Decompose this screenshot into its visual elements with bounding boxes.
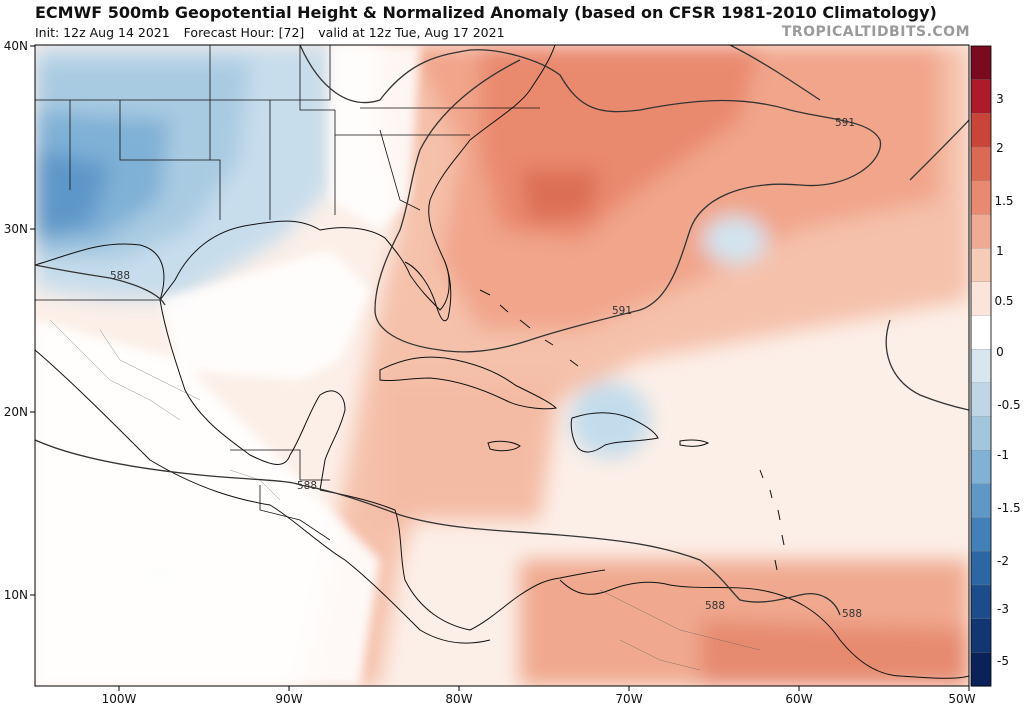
- colorbar-swatch: [970, 113, 992, 148]
- lat-tick-label: 20N: [4, 405, 28, 419]
- contour-label: 591: [612, 305, 632, 317]
- lon-tick-label: 80W: [445, 692, 472, 706]
- forecast-hour: Forecast Hour: [72]: [183, 25, 305, 40]
- contour-label: 588: [297, 480, 317, 492]
- colorbar-label: 3: [996, 92, 1004, 106]
- colorbar-label: -2: [997, 554, 1009, 568]
- colorbar-swatch: [970, 214, 992, 249]
- colorbar-swatch: [970, 382, 992, 418]
- colorbar-swatch: [970, 483, 992, 519]
- colorbar-label: -3: [997, 602, 1009, 616]
- contour-label: 588: [705, 600, 725, 612]
- colorbar-label: 0.5: [994, 294, 1013, 308]
- colorbar-labels: 3 2 1.5 1 0.5 0 -0.5 -1 -1.5 -2 -3 -5: [994, 92, 1020, 668]
- colorbar-label: 1.5: [994, 194, 1013, 208]
- colorbar-frame: [970, 45, 992, 687]
- contour-label: 591: [835, 117, 855, 129]
- colorbar-swatch: [970, 450, 992, 485]
- lat-tick-label: 10N: [4, 588, 28, 602]
- map-subtitle: Init: 12z Aug 14 2021 Forecast Hour: [72…: [35, 25, 515, 40]
- colorbar-swatch: [970, 551, 992, 586]
- contour-label: 588: [110, 270, 130, 282]
- colorbar-swatches: [970, 45, 992, 687]
- contour-label: 588: [842, 608, 862, 620]
- longitude-axis: 100W 90W 80W 70W 60W 50W: [102, 686, 976, 706]
- colorbar-swatch: [970, 180, 992, 216]
- height-contours: [35, 45, 969, 616]
- colorbar-swatch: [970, 416, 992, 451]
- colorbar-label: -0.5: [997, 398, 1020, 412]
- colorbar-swatch: [970, 247, 992, 283]
- colorbar-label: -1: [997, 448, 1009, 462]
- lon-tick-label: 50W: [948, 692, 975, 706]
- lon-tick-label: 60W: [785, 692, 812, 706]
- colorbar-label: 0: [996, 345, 1004, 359]
- brand-watermark: TROPICALTIDBITS.COM: [781, 24, 970, 40]
- colorbar-swatch: [970, 45, 992, 81]
- colorbar-swatch: [970, 618, 992, 653]
- colorbar-swatch: [970, 652, 992, 687]
- contour-labels: 591 588 591 588 588 588: [110, 117, 862, 620]
- plot-frame: [34, 44, 970, 687]
- map-plot-area: 591 588 591 588 588 588: [35, 45, 969, 686]
- anomaly-shading: [35, 45, 969, 686]
- latitude-axis: 40N 30N 20N 10N: [4, 39, 35, 602]
- map-title: ECMWF 500mb Geopotential Height & Normal…: [35, 3, 937, 22]
- lon-tick-label: 70W: [615, 692, 642, 706]
- colorbar-label: 2: [996, 141, 1004, 155]
- colorbar-swatch: [970, 146, 992, 182]
- lat-tick-label: 30N: [4, 222, 28, 236]
- political-borders: [35, 45, 540, 541]
- colorbar-label: -1.5: [997, 501, 1020, 515]
- neutral-zones: [35, 45, 420, 686]
- lon-tick-label: 90W: [275, 692, 302, 706]
- coastlines: [35, 45, 969, 679]
- colorbar-label: 1: [996, 244, 1004, 258]
- lat-tick-label: 40N: [4, 39, 28, 53]
- valid-time: valid at 12z Tue, Aug 17 2021: [318, 25, 505, 40]
- colorbar-swatch: [970, 281, 992, 317]
- lon-tick-label: 100W: [102, 692, 137, 706]
- colorbar-swatch: [970, 517, 992, 552]
- colorbar-label: -5: [997, 654, 1009, 668]
- colorbar-swatch: [970, 584, 992, 620]
- colorbar-swatch: [970, 315, 992, 350]
- init-time: Init: 12z Aug 14 2021: [35, 25, 170, 40]
- colorbar-swatch: [970, 349, 992, 384]
- colorbar-swatch: [970, 79, 992, 115]
- colorbar: 3 2 1.5 1 0.5 0 -0.5 -1 -1.5 -2 -3 -5: [970, 45, 1021, 687]
